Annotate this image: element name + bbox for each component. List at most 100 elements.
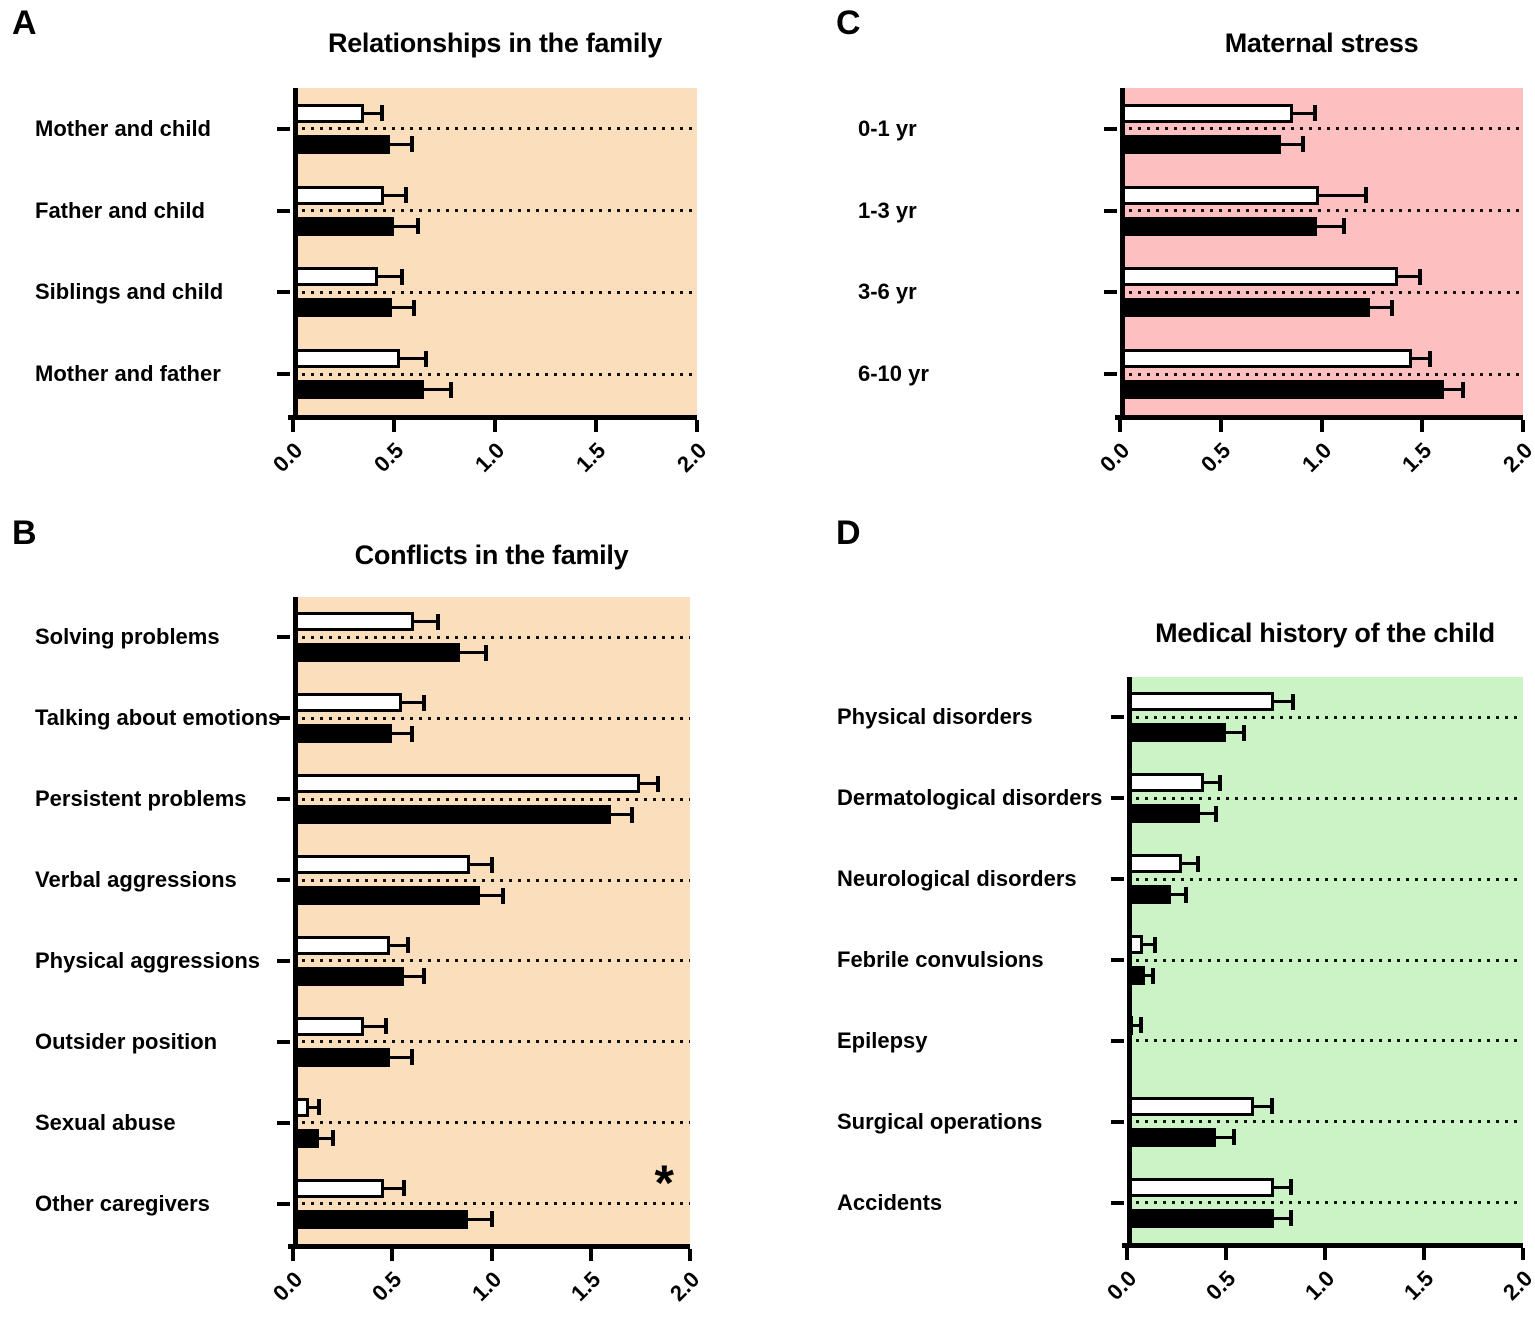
error-bar-cap <box>330 1130 335 1147</box>
error-bar-line <box>1140 943 1155 946</box>
bar-filled <box>1120 134 1282 154</box>
category-labels-d: Physical disorders Dermatological disorde… <box>837 677 1115 1243</box>
x-tick-label: 0.5 <box>1200 1265 1241 1305</box>
panel-title-a: Relationships in the family <box>328 28 662 58</box>
plot-area-d: 0.0 0.5 1.0 1.5 2.0 <box>1102 677 1535 1305</box>
category-label: Surgical operations <box>837 1108 1043 1134</box>
bar-filled <box>293 886 480 906</box>
x-axis-tick <box>1218 420 1223 432</box>
error-bar-line <box>389 306 415 310</box>
bar-open <box>293 693 403 713</box>
category-label: Persistent problems <box>35 786 247 812</box>
x-axis-tick <box>695 420 699 432</box>
panel-c: C Maternal stress 0.0 0.5 1.0 1.5 2.0 0-1 yr… <box>836 4 1535 477</box>
category-label: 3-6 yr <box>858 279 917 305</box>
error-bar-line <box>1396 275 1421 279</box>
x-axis-tick <box>1125 1248 1129 1260</box>
x-tick-label: 1.0 <box>466 1266 506 1306</box>
category-axis-tick <box>277 1039 290 1044</box>
bar-open <box>293 612 415 632</box>
error-bar-line <box>1271 1216 1292 1220</box>
category-gridline <box>293 635 690 639</box>
error-bar-cap <box>1390 299 1395 316</box>
bar-filled <box>293 1209 468 1229</box>
error-bar-line <box>306 1105 319 1109</box>
error-bar-line <box>375 275 403 279</box>
bar-open <box>1120 267 1399 287</box>
panel-b: B Conflicts in the family 0.0 0.5 1.0 1.5 2.… <box>12 514 704 1306</box>
category-label: 6-10 yr <box>858 361 929 387</box>
bar-filled <box>293 380 425 400</box>
error-bar-line <box>422 388 451 392</box>
error-bar-cap <box>1218 774 1223 791</box>
x-axis-tick <box>291 1249 295 1261</box>
x-tick-label: 2.0 <box>1497 1265 1535 1305</box>
x-axis-tick <box>1521 420 1525 432</box>
bar-open <box>1127 692 1274 712</box>
error-bar-cap <box>410 136 415 153</box>
error-bar-line <box>457 651 486 655</box>
category-gridline <box>1120 290 1523 294</box>
x-tick-label: 1.5 <box>1398 1265 1439 1305</box>
bar-open <box>1120 185 1320 205</box>
category-axis-tick <box>1104 290 1117 295</box>
error-bar-cap <box>1341 218 1346 235</box>
error-bar-line <box>608 813 633 817</box>
category-gridline <box>293 127 697 131</box>
category-label: 0-1 yr <box>858 115 917 141</box>
x-tick-label: 2.0 <box>671 437 712 477</box>
y-axis-line <box>1120 88 1125 415</box>
panel-title-d: Medical history of the child <box>1155 618 1495 648</box>
error-bar-line <box>382 1186 405 1190</box>
x-axis-tick <box>390 1249 395 1261</box>
category-axis-tick <box>277 208 290 213</box>
bar-open <box>1127 1015 1133 1035</box>
significance-asterisk: * <box>654 1154 674 1211</box>
error-bar-line <box>388 1055 413 1059</box>
category-axis-tick <box>1104 372 1117 377</box>
error-bar-line <box>477 894 504 898</box>
bar-open <box>293 1097 309 1117</box>
bar-filled <box>1127 804 1201 824</box>
bar-open <box>293 349 401 369</box>
x-tick-label: 1.0 <box>1299 1265 1340 1305</box>
panel-letter-c: C <box>836 4 861 42</box>
category-gridline <box>293 290 697 294</box>
error-bar-cap <box>1313 105 1318 122</box>
category-gridline <box>293 1040 690 1044</box>
category-label: Accidents <box>837 1189 943 1215</box>
error-bar-cap <box>1269 1098 1274 1115</box>
x-axis-tick <box>392 420 396 432</box>
error-bar-cap <box>1138 1017 1143 1034</box>
bar-open <box>1120 349 1413 369</box>
category-axis-tick <box>277 635 290 640</box>
x-tick-label: 1.5 <box>1397 437 1437 477</box>
panel-title-c: Maternal stress <box>1224 28 1419 58</box>
category-label: Verbal aggressions <box>35 867 237 893</box>
x-axis-tick <box>291 420 295 432</box>
x-tick-label: 0.5 <box>368 437 409 477</box>
category-label: Physical aggressions <box>35 947 260 973</box>
error-bar-cap <box>410 1049 415 1066</box>
x-tick-label: 1.0 <box>469 437 510 477</box>
category-gridline <box>293 1121 690 1125</box>
category-gridline <box>1127 877 1523 881</box>
error-bar-cap <box>1428 350 1433 367</box>
category-gridline <box>1127 796 1523 800</box>
category-gridline <box>293 372 697 376</box>
panel-d: D Medical history of the child 0.0 0.5 1.0… <box>836 516 1535 1305</box>
x-axis-tick <box>1319 420 1324 432</box>
x-tick-label: 0.0 <box>267 437 308 477</box>
error-bar-cap <box>1289 1179 1294 1196</box>
error-bar-line <box>1251 1104 1272 1108</box>
error-bar-line <box>1271 700 1294 704</box>
x-tick-label: 0.0 <box>1101 1265 1142 1305</box>
error-bar-line <box>1224 731 1244 735</box>
bar-filled <box>293 724 393 744</box>
category-label: Mother and father <box>35 361 221 387</box>
panel-letter-b: B <box>12 514 37 552</box>
category-label: Talking about emotions <box>35 705 281 731</box>
error-bar-cap <box>402 1180 407 1197</box>
category-axis-tick <box>1111 958 1124 962</box>
x-tick-label: 2.0 <box>664 1266 705 1306</box>
